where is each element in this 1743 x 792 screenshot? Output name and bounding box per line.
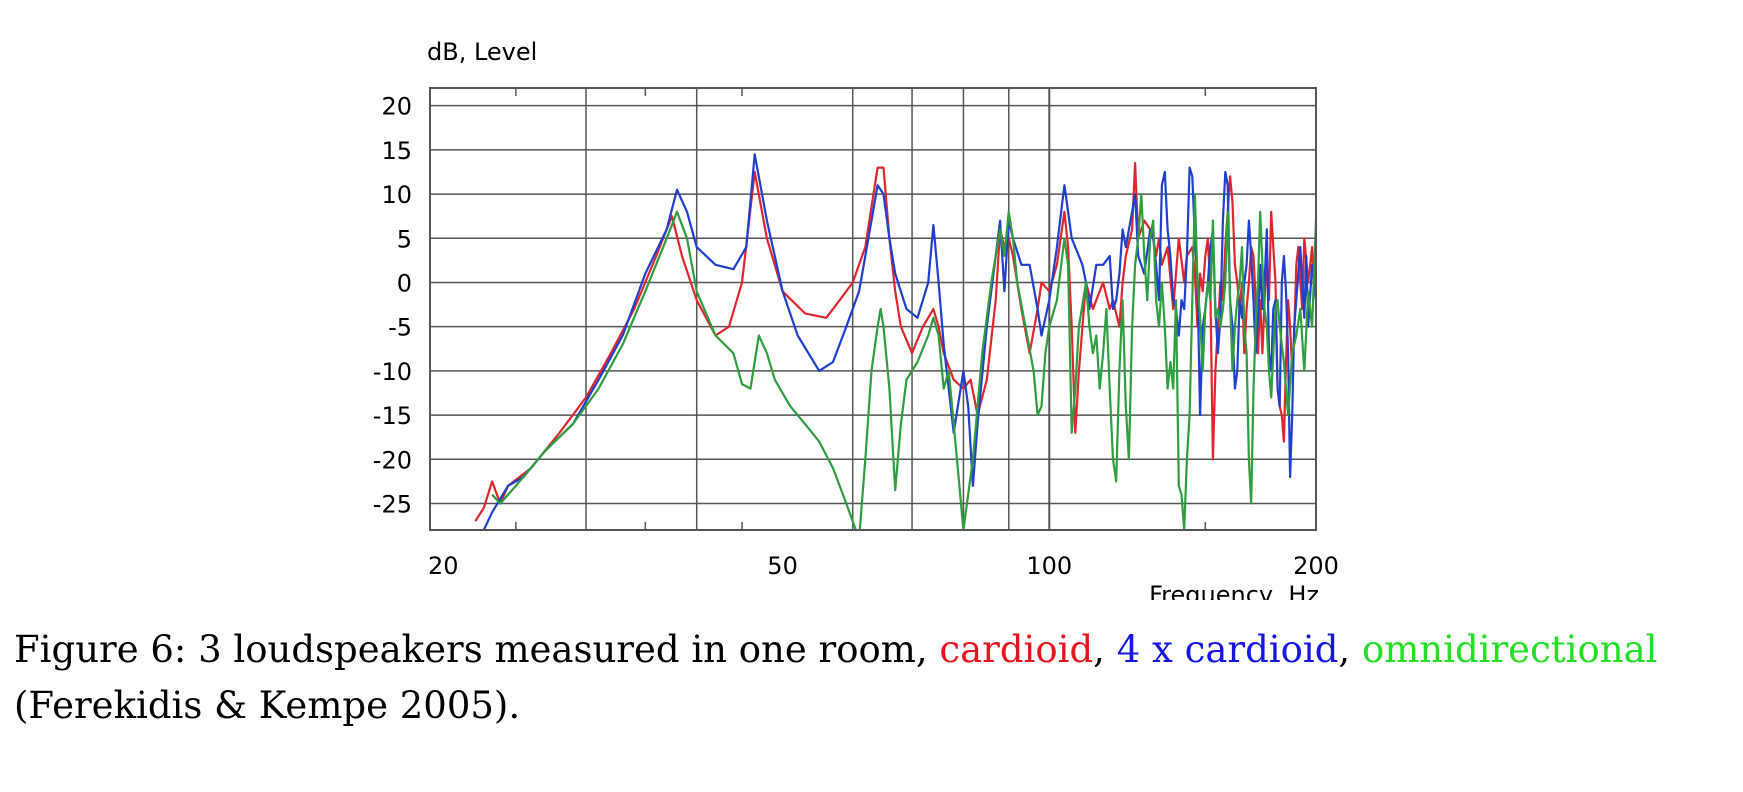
caption-cardioid: cardioid [939,628,1094,671]
y-tick-label: 5 [397,225,412,253]
y-tick-label: -15 [373,402,412,430]
caption-separator: , [1338,628,1362,671]
y-tick-label: 20 [381,93,412,121]
x-tick-labels: 20 50 100 200 [428,552,1339,580]
series-line-omnidirectional [491,193,1316,530]
x-tick-label: 200 [1293,552,1339,580]
y-tick-label: -5 [388,314,412,342]
x-axis-title: Frequency, Hz [1149,581,1319,600]
x-tick-label: 50 [767,552,798,580]
caption-4x-cardioid: 4 x cardioid [1116,628,1339,671]
caption-prefix: Figure 6: 3 loudspeakers measured in one… [14,628,940,671]
y-axis-title: dB, Level [427,38,537,66]
y-tick-label: -10 [373,358,412,386]
y-tick-label: -25 [373,490,412,518]
plot-frame [429,87,1317,531]
y-tick-label: 10 [381,181,412,209]
caption-omnidirectional: omnidirectional [1361,628,1658,671]
y-tick-label: 0 [397,269,412,297]
caption-separator: , [1093,628,1117,671]
y-tick-labels: 20 15 10 5 0 -5 -10 -15 -20 -25 [373,93,412,519]
series-lines [474,153,1316,530]
x-tick-label: 100 [1026,552,1072,580]
x-tick-label: 20 [428,552,459,580]
figure-caption: Figure 6: 3 loudspeakers measured in one… [14,622,1734,734]
plot-area [430,88,1316,530]
y-tick-label: -20 [373,446,412,474]
y-tick-label: 15 [381,137,412,165]
caption-citation: (Ferekidis & Kempe 2005). [14,684,521,727]
series-line-4-x-cardioid [482,153,1316,530]
